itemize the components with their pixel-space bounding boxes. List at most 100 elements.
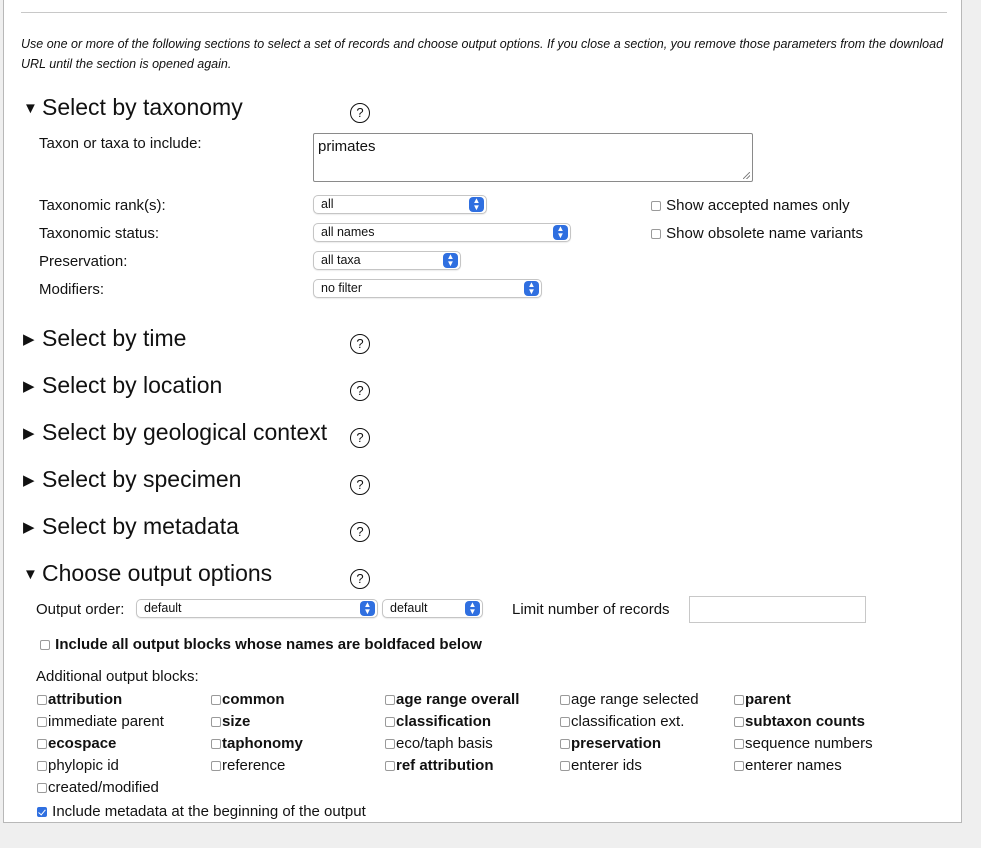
block-checkbox[interactable] bbox=[734, 761, 744, 771]
resize-handle-icon[interactable] bbox=[743, 172, 750, 179]
help-icon-geological[interactable]: ? bbox=[350, 428, 370, 448]
output-order-label: Output order: bbox=[36, 601, 125, 618]
select-arrows-icon: ▲ ▼ bbox=[443, 253, 458, 268]
block-checkbox[interactable] bbox=[560, 761, 570, 771]
section-location-header[interactable]: ▶ Select by location bbox=[23, 371, 222, 401]
include-all-checkbox[interactable] bbox=[40, 640, 50, 650]
block-checkbox[interactable] bbox=[211, 695, 221, 705]
block-checkbox[interactable] bbox=[37, 783, 47, 793]
include-metadata-label: Include metadata at the beginning of the… bbox=[52, 803, 366, 820]
block-label: age range overall bbox=[396, 691, 520, 708]
block-option[interactable]: enterer ids bbox=[560, 757, 642, 774]
block-option[interactable]: age range overall bbox=[385, 691, 519, 708]
block-checkbox[interactable] bbox=[385, 695, 395, 705]
help-icon-location[interactable]: ? bbox=[350, 381, 370, 401]
obsolete-variants-option[interactable]: Show obsolete name variants bbox=[651, 225, 863, 242]
block-checkbox[interactable] bbox=[211, 761, 221, 771]
collapsed-triangle-icon: ▶ bbox=[23, 331, 35, 348]
block-option[interactable]: parent bbox=[734, 691, 791, 708]
include-all-option[interactable]: Include all output blocks whose names ar… bbox=[40, 636, 482, 653]
block-checkbox[interactable] bbox=[385, 761, 395, 771]
block-checkbox[interactable] bbox=[560, 717, 570, 727]
block-checkbox[interactable] bbox=[37, 695, 47, 705]
block-option[interactable]: preservation bbox=[560, 735, 661, 752]
block-option[interactable]: ref attribution bbox=[385, 757, 494, 774]
help-icon-time[interactable]: ? bbox=[350, 334, 370, 354]
help-icon-output[interactable]: ? bbox=[350, 569, 370, 589]
obsolete-variants-label: Show obsolete name variants bbox=[666, 225, 863, 242]
help-icon-specimen[interactable]: ? bbox=[350, 475, 370, 495]
section-title: Select by time bbox=[42, 325, 187, 351]
block-option[interactable]: enterer names bbox=[734, 757, 842, 774]
block-checkbox[interactable] bbox=[37, 761, 47, 771]
help-icon-taxonomy[interactable]: ? bbox=[350, 103, 370, 123]
modifiers-select[interactable]: no filter ▲ ▼ bbox=[313, 279, 542, 298]
select-arrows-icon: ▲ ▼ bbox=[553, 225, 568, 240]
block-checkbox[interactable] bbox=[734, 695, 744, 705]
status-select-value: all names bbox=[321, 225, 375, 239]
output-order-select[interactable]: default ▲ ▼ bbox=[136, 599, 378, 618]
section-title: Select by specimen bbox=[42, 466, 242, 492]
include-all-label: Include all output blocks whose names ar… bbox=[55, 636, 482, 653]
block-label: sequence numbers bbox=[745, 735, 873, 752]
obsolete-variants-checkbox[interactable] bbox=[651, 229, 661, 239]
block-option[interactable]: immediate parent bbox=[37, 713, 164, 730]
block-checkbox[interactable] bbox=[734, 717, 744, 727]
accepted-names-checkbox[interactable] bbox=[651, 201, 661, 211]
block-option[interactable]: subtaxon counts bbox=[734, 713, 865, 730]
block-checkbox[interactable] bbox=[560, 695, 570, 705]
block-option[interactable]: common bbox=[211, 691, 285, 708]
modifiers-label: Modifiers: bbox=[39, 281, 105, 298]
block-checkbox[interactable] bbox=[211, 739, 221, 749]
block-option[interactable]: attribution bbox=[37, 691, 122, 708]
modifiers-select-value: no filter bbox=[321, 281, 362, 295]
block-option[interactable]: eco/taph basis bbox=[385, 735, 493, 752]
help-icon-metadata[interactable]: ? bbox=[350, 522, 370, 542]
block-checkbox[interactable] bbox=[734, 739, 744, 749]
section-geological-header[interactable]: ▶ Select by geological context bbox=[23, 418, 327, 448]
block-option[interactable]: age range selected bbox=[560, 691, 699, 708]
limit-input[interactable] bbox=[689, 596, 866, 623]
block-label: classification bbox=[396, 713, 492, 730]
taxon-input[interactable]: primates bbox=[313, 133, 753, 182]
select-arrows-icon: ▲ ▼ bbox=[360, 601, 375, 616]
output-direction-select[interactable]: default ▲ ▼ bbox=[382, 599, 483, 618]
block-option[interactable]: created/modified bbox=[37, 779, 159, 796]
include-metadata-checkbox[interactable] bbox=[37, 807, 47, 817]
block-option[interactable]: size bbox=[211, 713, 250, 730]
block-checkbox[interactable] bbox=[385, 739, 395, 749]
select-arrows-icon: ▲ ▼ bbox=[524, 281, 539, 296]
block-checkbox[interactable] bbox=[560, 739, 570, 749]
section-time-header[interactable]: ▶ Select by time bbox=[23, 324, 186, 354]
block-option[interactable]: phylopic id bbox=[37, 757, 119, 774]
section-output-header[interactable]: ▼ Choose output options bbox=[23, 559, 272, 589]
block-option[interactable]: classification bbox=[385, 713, 491, 730]
section-specimen-header[interactable]: ▶ Select by specimen bbox=[23, 465, 241, 495]
rank-select[interactable]: all ▲ ▼ bbox=[313, 195, 487, 214]
block-option[interactable]: ecospace bbox=[37, 735, 116, 752]
section-metadata-header[interactable]: ▶ Select by metadata bbox=[23, 512, 239, 542]
block-checkbox[interactable] bbox=[385, 717, 395, 727]
preservation-select-value: all taxa bbox=[321, 253, 361, 267]
block-label: attribution bbox=[48, 691, 123, 708]
output-order-value: default bbox=[144, 601, 182, 615]
section-title: Select by location bbox=[42, 372, 223, 398]
accepted-names-option[interactable]: Show accepted names only bbox=[651, 197, 850, 214]
select-arrows-icon: ▲ ▼ bbox=[465, 601, 480, 616]
block-option[interactable]: classification ext. bbox=[560, 713, 684, 730]
block-label: age range selected bbox=[571, 691, 699, 708]
preservation-select[interactable]: all taxa ▲ ▼ bbox=[313, 251, 461, 270]
taxon-label: Taxon or taxa to include: bbox=[39, 135, 202, 152]
block-checkbox[interactable] bbox=[37, 739, 47, 749]
block-option[interactable]: sequence numbers bbox=[734, 735, 873, 752]
status-select[interactable]: all names ▲ ▼ bbox=[313, 223, 571, 242]
block-label: subtaxon counts bbox=[745, 713, 866, 730]
block-checkbox[interactable] bbox=[37, 717, 47, 727]
include-metadata-option[interactable]: Include metadata at the beginning of the… bbox=[37, 803, 366, 820]
block-checkbox[interactable] bbox=[211, 717, 221, 727]
block-option[interactable]: reference bbox=[211, 757, 285, 774]
limit-label: Limit number of records bbox=[512, 601, 670, 618]
intro-text: Use one or more of the following section… bbox=[21, 37, 944, 71]
block-option[interactable]: taphonomy bbox=[211, 735, 303, 752]
section-taxonomy-header[interactable]: ▼ Select by taxonomy bbox=[23, 93, 243, 123]
